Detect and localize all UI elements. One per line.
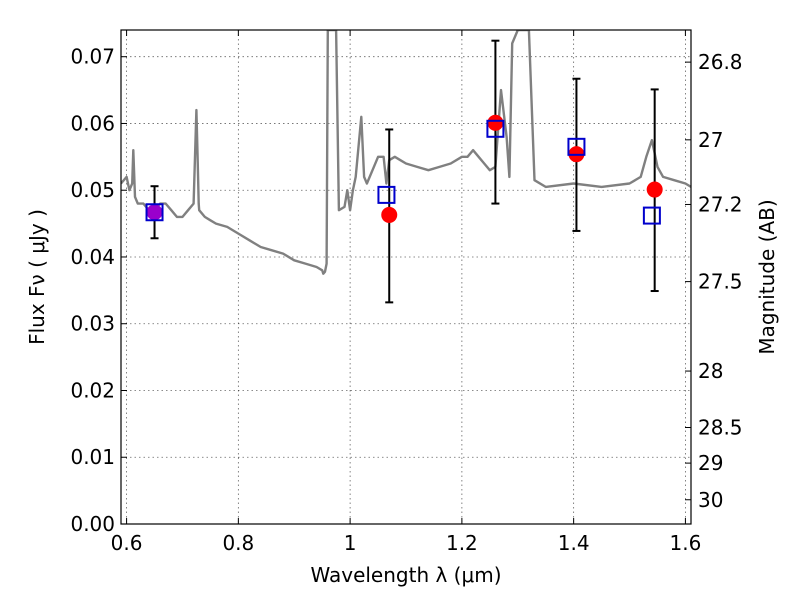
model-point (486, 119, 505, 138)
y-tick-label: 0.07 (70, 45, 115, 69)
y-tick-label: 0.04 (70, 245, 115, 269)
right-tick-label: 27 (698, 128, 723, 152)
y-tick-label: 0.02 (70, 378, 115, 402)
model-spectrum-layer (121, 30, 691, 275)
right-tick-label: 26.8 (698, 50, 743, 74)
y-tick-label: 0.05 (70, 178, 115, 202)
observed-point (646, 181, 663, 198)
right-tick-label: 28 (698, 359, 723, 383)
observed-point (146, 204, 163, 221)
observed-point (487, 114, 504, 131)
y-tick-label: 0.06 (70, 111, 115, 135)
model-spectrum-line (121, 30, 691, 275)
right-tick-label: 27.2 (698, 192, 743, 216)
x-tick-label: 0.6 (111, 531, 143, 555)
x-tick-label: 1.4 (558, 531, 590, 555)
x-axis-label: Wavelength λ (μm) (310, 563, 501, 587)
model-point (377, 185, 396, 204)
y-tick-label: 0.00 (70, 512, 115, 536)
y-tick-label: 0.01 (70, 445, 115, 469)
right-tick-label: 27.5 (698, 270, 743, 294)
y-tick-label: 0.03 (70, 312, 115, 336)
model-point (642, 206, 661, 225)
data-points-layer (145, 39, 663, 304)
x-tick-label: 1.6 (670, 531, 702, 555)
observed-point (381, 206, 398, 223)
right-axis-label: Magnitude (AB) (755, 199, 779, 354)
right-tick-label: 28.5 (698, 416, 743, 440)
y-axis-label: Flux Fν ( μJy ) (25, 209, 49, 345)
right-tick-label: 30 (698, 488, 723, 512)
model-point (145, 203, 164, 222)
plot-frame (120, 29, 692, 525)
model-point (567, 137, 586, 156)
right-tick-label: 29 (698, 451, 723, 475)
axis-ticks: 0.6 0.8 1 1.2 1.4 1.6 0.00 0.01 0.02 0.03 0.04 0.05… (70, 30, 743, 555)
x-tick-label: 1 (344, 531, 357, 555)
x-tick-label: 0.8 (222, 531, 254, 555)
x-tick-label: 1.2 (446, 531, 478, 555)
